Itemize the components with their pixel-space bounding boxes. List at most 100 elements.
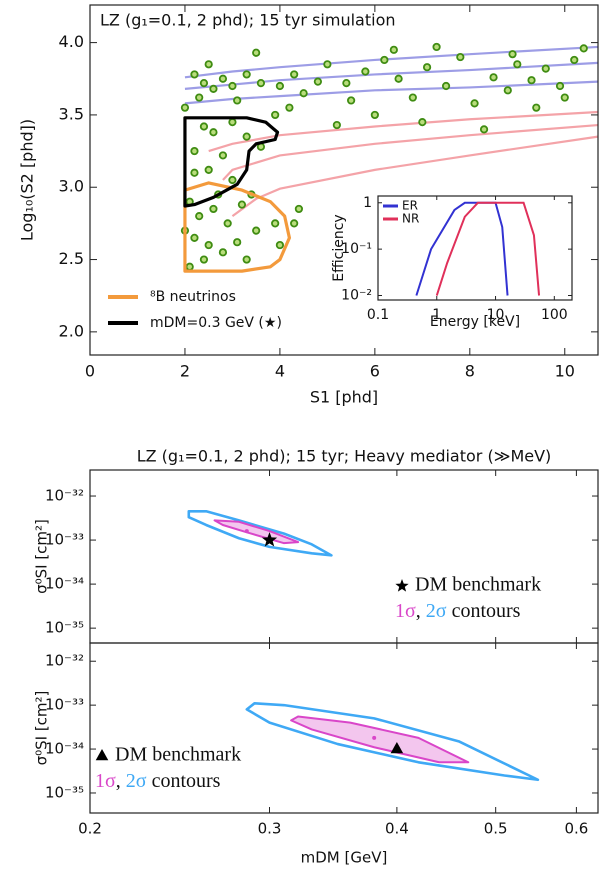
event-point — [456, 52, 465, 62]
legend-label: 1σ, 2σ contours — [395, 600, 521, 622]
event-point — [380, 55, 389, 65]
legend-label: 2σ — [126, 770, 147, 792]
event-point — [503, 86, 512, 95]
legend-label: 1σ — [95, 770, 116, 792]
x-tick-label: 0.1 — [367, 307, 389, 323]
contour — [187, 510, 333, 557]
event-point — [342, 78, 351, 88]
event-point — [204, 240, 213, 250]
event-point — [489, 73, 498, 82]
event-point — [408, 93, 417, 102]
event-point — [422, 63, 432, 72]
plot-frame — [89, 4, 599, 356]
band-line — [184, 61, 599, 90]
plot-frame — [377, 195, 573, 301]
x-tick-label: 0.2 — [78, 820, 102, 838]
legend-label: ER — [402, 199, 418, 213]
x-tick-label: 8 — [465, 362, 475, 381]
event-point — [323, 60, 332, 69]
chart-title: LZ (g₁=0.1, 2 phd); 15 tyr simulation — [100, 11, 396, 30]
legend-label: DM benchmark — [115, 744, 241, 766]
band-line — [208, 110, 599, 153]
event-point — [233, 238, 242, 247]
legend-label: 2σ — [426, 600, 447, 622]
contour — [290, 715, 470, 764]
y-tick-label: 10⁻³² — [45, 652, 84, 670]
event-point — [479, 125, 489, 134]
legend-label: contours — [147, 770, 221, 792]
event-point — [470, 99, 479, 108]
event-point — [242, 132, 251, 141]
event-point — [195, 93, 204, 102]
event-point — [579, 44, 588, 53]
y-tick-label: 10⁻³⁵ — [45, 619, 84, 637]
legend-label: , — [416, 600, 426, 622]
event-point — [190, 233, 199, 242]
event-point — [228, 118, 237, 127]
event-point — [313, 77, 322, 86]
event-point — [199, 78, 209, 88]
event-point — [233, 96, 242, 105]
event-point — [285, 103, 294, 112]
event-point — [441, 81, 451, 91]
event-point — [256, 78, 266, 88]
legend-label: NR — [402, 212, 419, 226]
event-point — [190, 168, 199, 177]
band-line — [222, 123, 599, 181]
y-tick-label: 2.0 — [59, 321, 84, 340]
y-axis-label: σ⁰SI [cm²] — [33, 691, 51, 766]
y-tick-label: 10⁻³³ — [45, 696, 84, 714]
legend-label: DM benchmark — [415, 574, 541, 596]
event-point — [271, 110, 280, 120]
event-point — [570, 55, 579, 65]
x-tick-label: 10 — [487, 307, 505, 323]
y-tick-label: 1 — [363, 195, 372, 211]
event-point — [508, 50, 517, 59]
y-tick-label: 3.0 — [59, 177, 84, 196]
y-tick-label: 10⁻³³ — [45, 531, 84, 549]
efficiency-line — [415, 201, 509, 296]
y-tick-label: 4.0 — [59, 32, 84, 51]
y-tick-label: 10⁻¹ — [341, 241, 372, 257]
contour — [245, 702, 540, 782]
event-point — [199, 255, 209, 264]
event-point — [185, 262, 194, 271]
plot-frame — [89, 469, 599, 644]
event-point — [218, 248, 228, 257]
event-point — [275, 240, 285, 250]
event-point — [204, 165, 213, 174]
legend-label: , — [116, 770, 126, 792]
plot-frame — [89, 642, 599, 814]
y-tick-label: 10⁻² — [341, 288, 372, 304]
benchmark-marker — [390, 742, 404, 754]
y-tick-label: 2.5 — [59, 249, 84, 268]
event-point — [361, 67, 370, 76]
event-point — [252, 226, 261, 235]
inset-background — [378, 196, 572, 300]
legend-label: 1σ, 2σ contours — [95, 770, 221, 792]
event-point — [204, 60, 213, 69]
legend-label: 1σ — [395, 600, 416, 622]
y-axis-label: Log₁₀(S2 [phd]) — [18, 119, 37, 241]
event-point — [242, 70, 251, 79]
event-point — [209, 128, 218, 137]
y-tick-label: 10⁻³⁴ — [45, 575, 84, 593]
contour — [183, 116, 280, 208]
efficiency-line — [435, 201, 541, 296]
legend-label: mDM=0.3 GeV (★) — [150, 315, 282, 331]
x-axis-label: mDM [GeV] — [301, 849, 388, 867]
x-tick-label: 10 — [555, 362, 575, 381]
band-line — [231, 135, 599, 218]
x-tick-label: 0 — [85, 362, 95, 381]
event-point — [180, 103, 190, 112]
event-point — [209, 84, 218, 93]
event-point — [290, 70, 299, 79]
y-axis-label: σ⁰SI [cm²] — [33, 519, 51, 594]
event-point — [389, 45, 398, 54]
event-point — [560, 93, 569, 102]
event-point — [209, 204, 218, 214]
event-point — [223, 219, 232, 228]
x-tick-label: 4 — [275, 362, 285, 381]
event-point — [290, 219, 299, 228]
